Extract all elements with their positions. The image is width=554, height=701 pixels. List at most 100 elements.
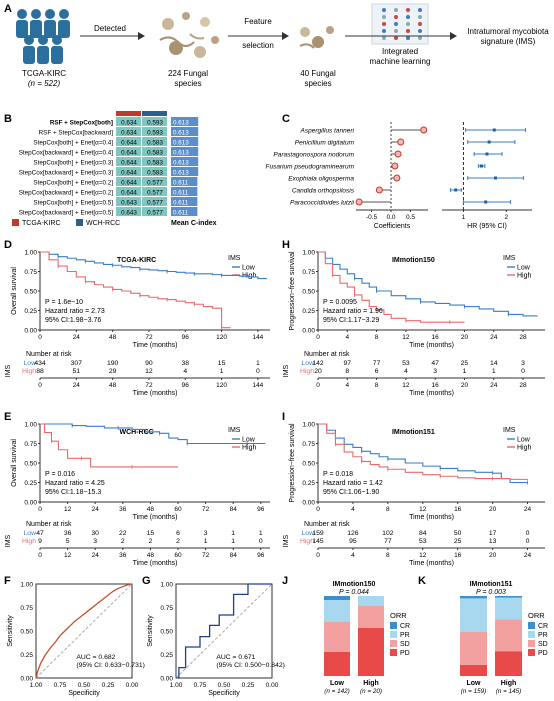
bar-n-label: (n = 20)	[360, 688, 382, 695]
roc-x-label: Specificity	[208, 690, 240, 697]
panel-letter-k: K	[418, 575, 426, 587]
bar-seg-cr	[460, 596, 487, 599]
wch-cell	[142, 157, 167, 166]
roc-y-tick: 1.00	[20, 582, 33, 589]
bar-seg-sd	[460, 632, 487, 665]
x-tick: 48	[147, 506, 155, 513]
people-icon	[16, 9, 70, 64]
bar-seg-pd	[324, 652, 350, 676]
roc-y-label: Sensitivity	[7, 615, 14, 647]
risk-count: 88	[36, 368, 44, 375]
ml-node	[406, 15, 410, 19]
mean-value: 0.613	[173, 169, 189, 176]
coef-point	[393, 174, 401, 182]
y-tick: 1.00	[302, 250, 315, 257]
legend-title: IMS	[503, 255, 516, 262]
roc-x-tick: 0.50	[78, 682, 91, 689]
risk-x-tick: 4	[351, 552, 355, 559]
km-stat: 95% CI:1.98−3.76	[45, 317, 101, 324]
species-224-sub: species	[174, 79, 201, 88]
risk-x-tick: 12	[402, 382, 410, 389]
wch-value: 0.583	[147, 149, 163, 156]
risk-group-high: High	[300, 368, 314, 375]
risk-x-tick: 0	[38, 382, 42, 389]
tcga-cell	[116, 167, 141, 176]
x-tick: 24	[490, 334, 498, 341]
risk-count: 0	[526, 538, 530, 545]
risk-x-tick: 96	[257, 552, 265, 559]
risk-count: 1	[259, 530, 263, 537]
roc-frame	[35, 583, 133, 679]
x-tick: 96	[182, 334, 190, 341]
risk-x-tick: 12	[419, 552, 427, 559]
ml-node	[382, 15, 386, 19]
tcga-cell	[116, 177, 141, 186]
ml-node	[394, 36, 398, 40]
ml-label-2: machine learning	[370, 57, 431, 66]
species-label: Penicillium digitatum	[295, 140, 355, 147]
orr-legend-pr-swatch	[390, 631, 397, 638]
ml-node	[382, 8, 386, 12]
hr-point	[454, 188, 458, 192]
roc-x-label: Specificity	[68, 690, 100, 697]
roc-ci: (95% CI: 0.500−0.842)	[216, 662, 285, 669]
risk-count: 4	[404, 368, 408, 375]
x-tick: 36	[119, 506, 127, 513]
orr-legend-cr: CR	[538, 623, 548, 630]
panel-a: TCGA-KIRC (n = 522) Detected 224 Fungal …	[16, 3, 549, 88]
y-tick: 1.00	[24, 250, 37, 257]
panel-letter-e: E	[4, 411, 11, 423]
ml-network-icon	[371, 3, 429, 45]
km-curve-high	[318, 251, 465, 323]
model-label: RSF + StepCox[backward]	[39, 130, 114, 137]
risk-count: 1	[204, 538, 208, 545]
risk-count: 25	[461, 360, 469, 367]
risk-count: 3	[521, 360, 525, 367]
arrow-feature-label: Feature	[244, 17, 272, 26]
hr-point	[479, 164, 483, 168]
panel-letter-g: G	[142, 575, 151, 587]
bar-seg-sd	[324, 621, 350, 652]
panel-letter-f: F	[4, 575, 11, 587]
roc-x-tick: 0.75	[54, 682, 67, 689]
ml-node	[382, 22, 386, 26]
roc-auc: AUC = 0.682	[76, 654, 115, 661]
risk-x-tick: 12	[64, 552, 72, 559]
tcga-cell	[116, 207, 141, 216]
panel-letter-d: D	[4, 239, 12, 251]
orr-legend-pr: PR	[400, 632, 410, 639]
mean-value: 0.611	[173, 189, 189, 196]
risk-count: 6	[176, 530, 180, 537]
risk-group-low: Low	[302, 360, 315, 367]
roc-curve	[35, 583, 133, 679]
risk-x-tick: 72	[145, 382, 153, 389]
x-tick: 16	[454, 506, 462, 513]
risk-count: 190	[107, 360, 119, 367]
risk-x-tick: 8	[386, 552, 390, 559]
risk-count: 20	[314, 368, 322, 375]
km-stat: Hazard ratio = 1.96	[323, 308, 383, 315]
x-tick: 16	[432, 334, 440, 341]
wch-cell	[142, 197, 167, 206]
wch-cell	[142, 167, 167, 176]
legend-high: High	[242, 445, 257, 452]
risk-x-tick: 8	[375, 382, 379, 389]
y-axis-label: Progression−free survival	[289, 423, 296, 503]
cohort-n: (n = 522)	[28, 79, 61, 88]
risk-count: 47	[36, 530, 44, 537]
fungi-illustration	[159, 12, 219, 58]
panel-letter-h: H	[282, 239, 290, 251]
orr-legend-pd-swatch	[390, 649, 397, 656]
risk-count: 2	[121, 538, 125, 545]
risk-group-high: High	[22, 538, 36, 545]
risk-count: 53	[402, 360, 410, 367]
risk-x-tick: 48	[109, 382, 117, 389]
legend-high: High	[517, 445, 532, 452]
bar-seg-sd	[495, 619, 522, 652]
fungi-selected-illustration	[299, 26, 334, 49]
risk-x-tick: 72	[202, 552, 210, 559]
x-tick: 8	[386, 506, 390, 513]
mean-value: 0.613	[173, 129, 189, 136]
tcga-cell	[116, 197, 141, 206]
